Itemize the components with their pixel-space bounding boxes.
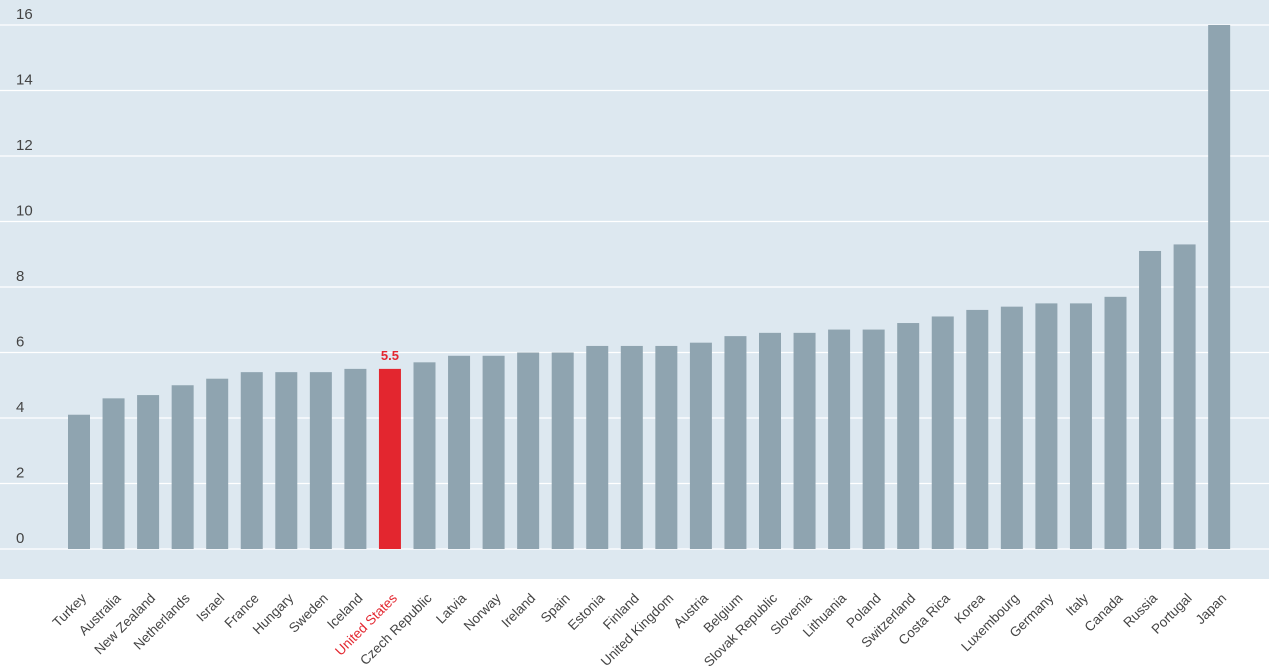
x-tick-label: Norway: [461, 590, 504, 633]
bar: [586, 345, 609, 549]
x-tick-label: Italy: [1063, 590, 1091, 618]
y-axis-ticks: 0 2 4 6 8 10 12 14 16: [16, 6, 33, 547]
y-tick-label: 2: [16, 465, 24, 482]
bar: [759, 332, 781, 549]
bar: [240, 372, 263, 549]
y-tick-label: 12: [16, 137, 33, 154]
bar: [482, 355, 505, 549]
data-label: 5.5: [381, 348, 399, 363]
bar: [344, 368, 367, 549]
bar: [448, 355, 471, 549]
bar: [102, 398, 125, 549]
bar: [724, 336, 747, 549]
y-tick-label: 14: [16, 72, 33, 89]
bar: [862, 329, 885, 549]
y-tick-label: 8: [16, 268, 24, 285]
bar: [1069, 303, 1092, 549]
bar: [793, 332, 816, 549]
y-tick-label: 6: [16, 334, 24, 351]
bar: [137, 395, 160, 549]
bar: [1208, 25, 1231, 549]
y-tick-label: 10: [16, 203, 33, 220]
bar: [413, 362, 436, 549]
bar: [517, 352, 540, 549]
bar: [1139, 250, 1162, 549]
bar: [620, 345, 643, 549]
bar: [309, 372, 332, 549]
y-tick-label: 16: [16, 6, 33, 23]
bar: [68, 414, 90, 549]
bar-highlighted: [378, 368, 401, 549]
bar: [551, 352, 574, 549]
bar: [931, 316, 954, 549]
x-tick-label: Japan: [1193, 591, 1230, 628]
bar: [689, 342, 712, 549]
bar: [828, 329, 851, 549]
y-tick-label: 0: [16, 530, 24, 547]
x-tick-label: Canada: [1082, 590, 1126, 634]
x-tick-label: Sweden: [286, 591, 331, 636]
bar: [1173, 244, 1196, 550]
bar: [1000, 306, 1023, 549]
bar: [966, 309, 989, 549]
bar: [1104, 296, 1127, 549]
bar: [206, 378, 229, 549]
x-tick-label: Ireland: [498, 591, 538, 631]
x-tick-label: Estonia: [565, 590, 608, 633]
bars: 5.5: [68, 25, 1231, 550]
bar: [275, 372, 298, 549]
bar: [655, 345, 678, 549]
bar: [171, 385, 194, 549]
y-tick-label: 4: [16, 399, 24, 416]
bar: [1035, 303, 1058, 549]
bar: [897, 323, 920, 549]
